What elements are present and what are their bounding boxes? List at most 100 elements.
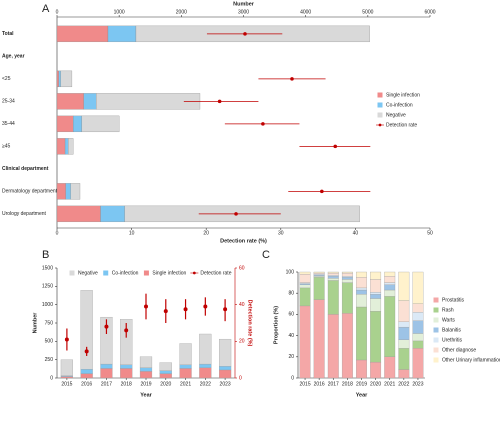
legend-swatch: [377, 112, 383, 118]
legend-label: Single infection: [386, 92, 420, 98]
axis-title: Year: [140, 392, 152, 398]
panel-label: B: [42, 249, 49, 261]
y-tick-label: 60: [288, 312, 294, 318]
bar-segment: [341, 282, 353, 314]
rate-point: [234, 212, 238, 216]
row-label: 25-34: [2, 99, 15, 105]
x-tick-label: 2021: [384, 381, 395, 387]
x-tick-label: 2020: [160, 381, 171, 387]
bar-segment: [356, 287, 367, 291]
y-tick-label: 250: [45, 357, 54, 363]
legend-swatch: [433, 337, 439, 343]
bar-segment: [398, 321, 410, 328]
x2-tick-label: 50: [427, 230, 433, 236]
bar-segment: [370, 311, 382, 363]
y-tick-label: 1000: [42, 302, 53, 308]
bar-segment: [384, 289, 396, 297]
bar-segment: [412, 320, 424, 334]
row-label: ≥45: [2, 144, 11, 150]
bar-segment: [313, 272, 325, 275]
row-label: Clinical department: [2, 166, 49, 172]
bar-segment: [179, 343, 192, 365]
legend-label: Detection rate: [200, 270, 231, 276]
bar-segment: [73, 115, 83, 133]
bar-segment: [56, 115, 74, 133]
x-tick-label: 2021: [180, 381, 191, 387]
bar-segment: [384, 356, 396, 379]
bar-segment: [56, 138, 66, 155]
x-tick-label: 2023: [220, 381, 231, 387]
bar-segment: [199, 333, 212, 365]
row-label: Age, year: [2, 54, 25, 60]
row-label: Urology department: [2, 211, 47, 217]
bar-segment: [299, 284, 311, 289]
bar-segment: [299, 283, 311, 285]
legend-swatch: [433, 357, 439, 363]
bar-segment: [199, 363, 212, 368]
bar-segment: [341, 272, 353, 277]
legend-label: Co-infection: [112, 270, 139, 276]
x2-tick-label: 10: [129, 230, 135, 236]
bar-segment: [327, 280, 339, 315]
bar-segment: [107, 25, 137, 43]
bar-segment: [299, 271, 311, 275]
legend-label: Rash: [442, 307, 454, 313]
bar-segment: [327, 272, 339, 276]
x-tick-label: 3000: [238, 9, 249, 15]
bar-segment: [398, 300, 410, 322]
x-tick-label: 2018: [342, 381, 353, 387]
legend-dot: [192, 271, 196, 275]
bar-segment: [341, 277, 353, 280]
bar-segment: [299, 282, 311, 284]
x-tick-label: 2023: [412, 381, 423, 387]
bar-segment: [120, 364, 133, 369]
bar-segment: [313, 277, 325, 300]
bar-segment: [356, 277, 367, 289]
legend-swatch: [377, 102, 383, 108]
rate-point: [243, 32, 247, 36]
y-tick-label: 500: [45, 339, 54, 345]
row-label: Dermatology department: [2, 189, 58, 195]
rate-point: [223, 307, 228, 312]
bar-segment: [56, 93, 84, 110]
bar-segment: [60, 70, 73, 88]
legend-swatch: [433, 317, 439, 323]
bar-segment: [412, 340, 424, 349]
bar-segment: [299, 287, 311, 307]
bar-segment: [412, 333, 424, 342]
bar-segment: [120, 368, 133, 379]
bar-segment: [356, 294, 367, 308]
bar-segment: [81, 115, 120, 133]
legend-swatch: [377, 92, 383, 98]
bar-segment: [179, 364, 192, 369]
bar-segment: [327, 314, 339, 379]
bar-segment: [80, 369, 93, 374]
bar-segment: [64, 138, 69, 155]
rate-point: [320, 189, 324, 194]
bar-segment: [384, 271, 396, 277]
rate-point: [333, 144, 338, 149]
rate-point: [217, 99, 222, 104]
legend-swatch: [103, 270, 109, 276]
bar-segment: [356, 271, 367, 278]
bar-segment: [356, 289, 367, 295]
y2-tick-label: 40: [239, 302, 245, 308]
bar-segment: [370, 294, 382, 299]
bar-segment: [120, 319, 133, 365]
bar-segment: [80, 373, 93, 379]
bar-segment: [384, 296, 396, 357]
panel-label: C: [262, 249, 270, 261]
bar-segment: [56, 70, 60, 88]
bar-segment: [398, 271, 410, 301]
bar-segment: [384, 276, 396, 283]
bar-segment: [341, 279, 353, 283]
x-tick-label: 0: [56, 9, 59, 15]
bar-segment: [341, 313, 353, 379]
x-tick-label: 2022: [200, 381, 211, 387]
x2-tick-label: 20: [203, 230, 209, 236]
legend-label: Detection rate: [386, 122, 417, 128]
y-tick-label: 1500: [42, 265, 53, 271]
y-tick-label: 750: [45, 320, 54, 326]
legend-label: Other diagnose: [442, 347, 476, 353]
